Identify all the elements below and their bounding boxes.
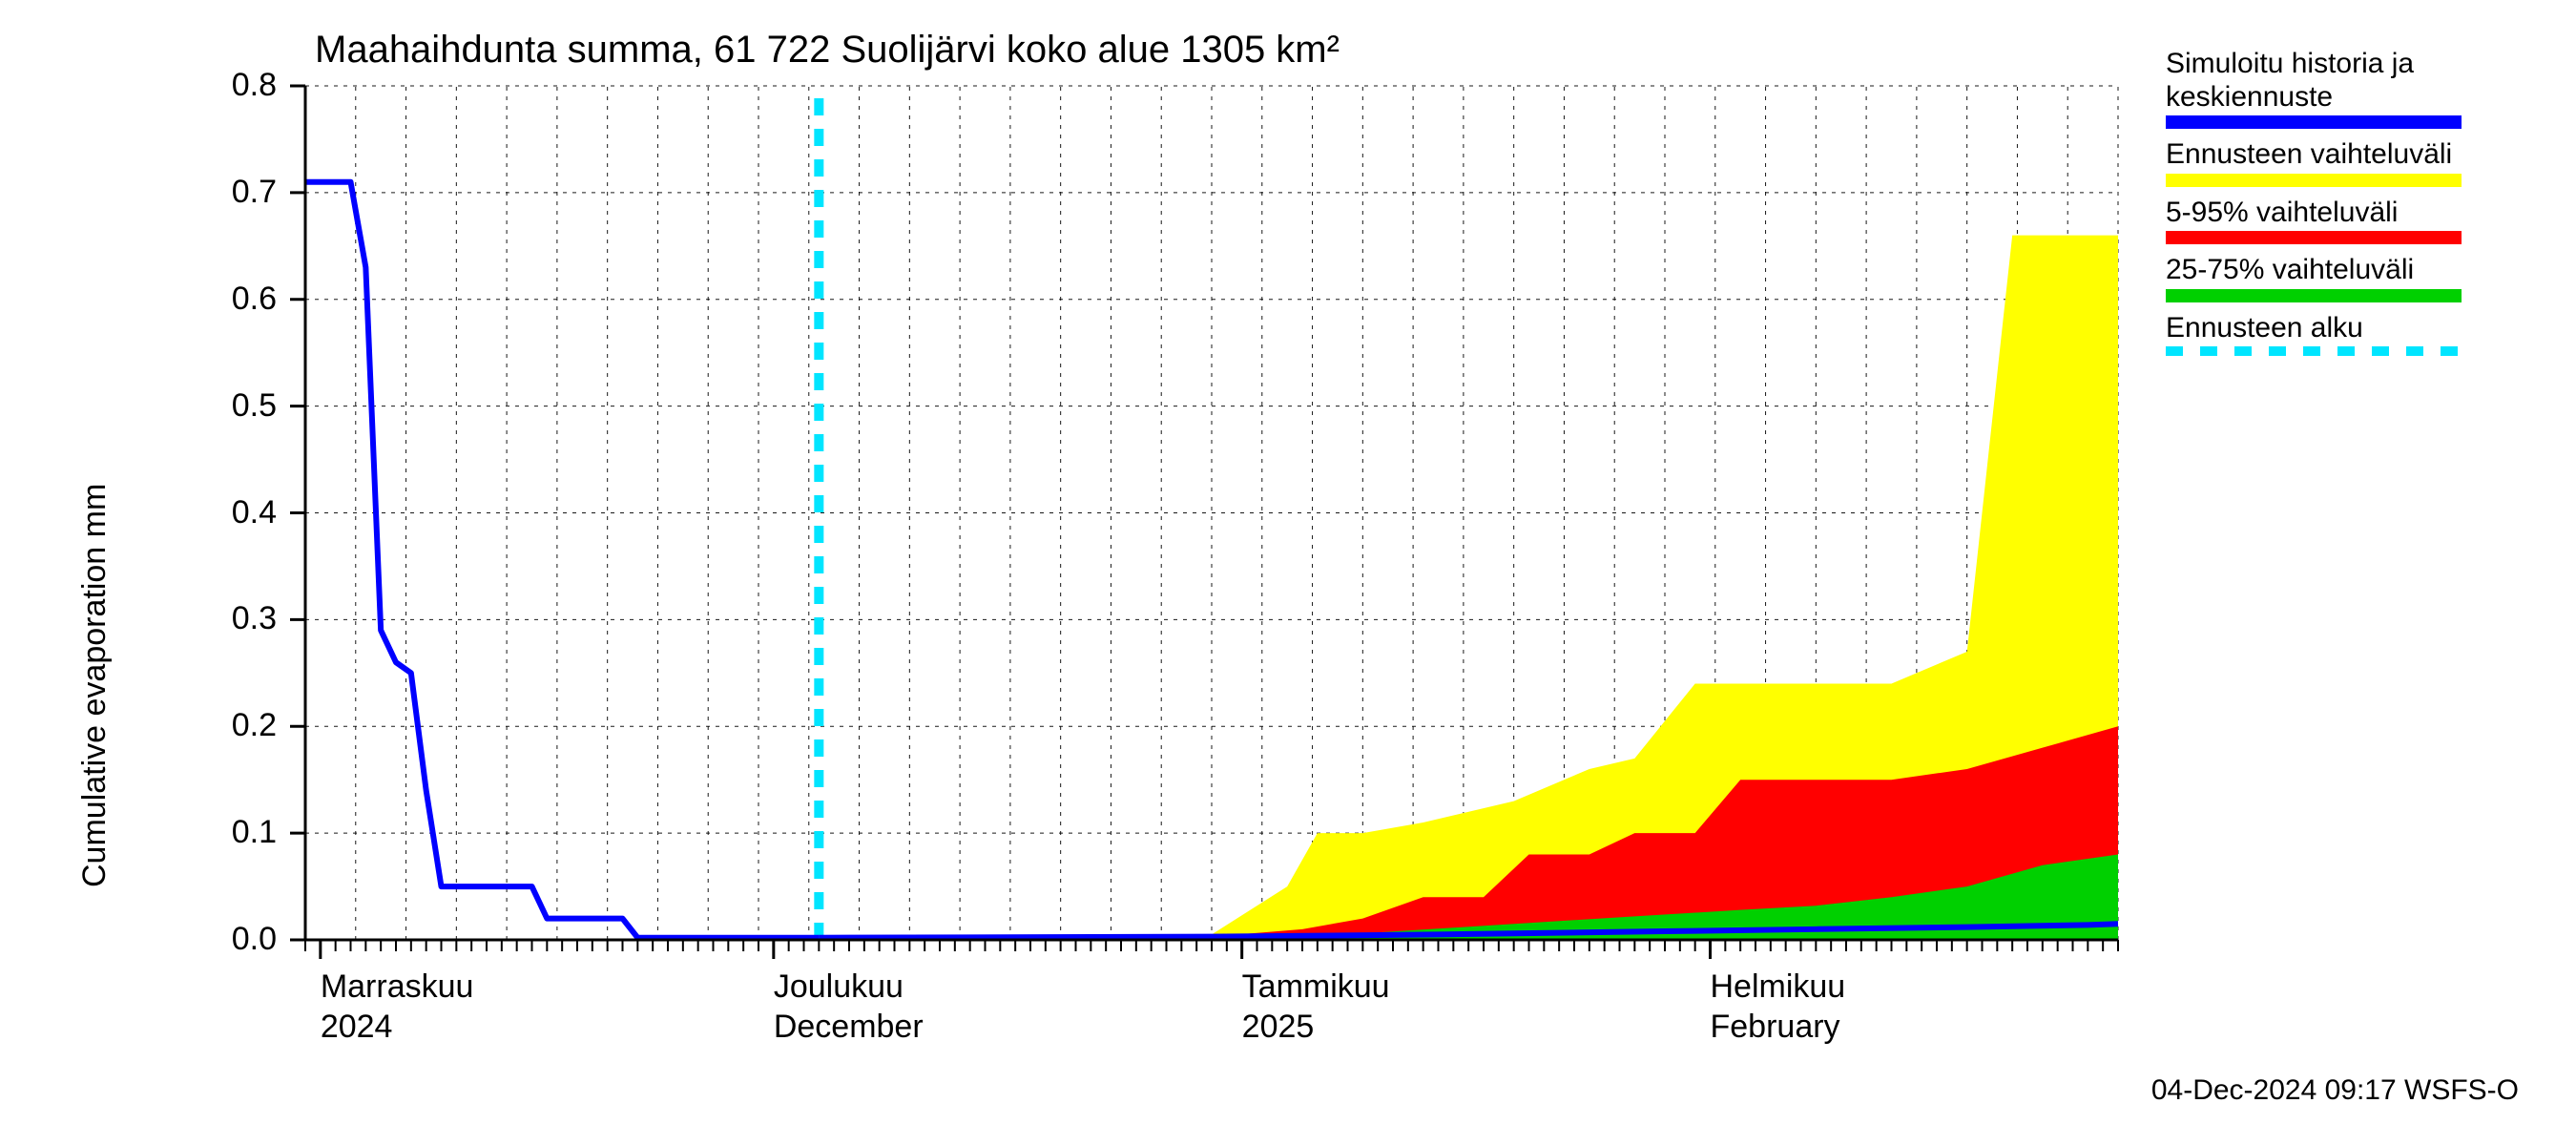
legend-label: Ennusteen alku xyxy=(2166,312,2462,345)
legend-item: Ennusteen vaihteluväli xyxy=(2166,138,2462,187)
x-tick-label: February xyxy=(1711,1009,1840,1046)
x-tick-label: Joulukuu xyxy=(774,968,904,1006)
y-axis-label: Cumulative evaporation mm xyxy=(76,484,114,887)
legend-item: Simuloitu historia jakeskiennuste xyxy=(2166,48,2462,129)
legend-label: 5-95% vaihteluväli xyxy=(2166,197,2462,230)
x-tick-label: 2025 xyxy=(1242,1009,1315,1046)
y-tick-label: 0.3 xyxy=(200,600,277,637)
x-tick-label: December xyxy=(774,1009,924,1046)
y-tick-label: 0.8 xyxy=(200,67,277,104)
x-tick-label: Helmikuu xyxy=(1711,968,1846,1006)
legend: Simuloitu historia jakeskiennuste Ennuste… xyxy=(2166,48,2462,365)
chart-container: Maahaihdunta summa, 61 722 Suolijärvi ko… xyxy=(0,0,2576,1145)
legend-label: Simuloitu historia ja xyxy=(2166,48,2462,81)
legend-swatch xyxy=(2166,115,2462,129)
chart-title: Maahaihdunta summa, 61 722 Suolijärvi ko… xyxy=(315,29,1340,72)
x-tick-label: Marraskuu xyxy=(321,968,474,1006)
legend-label: Ennusteen vaihteluväli xyxy=(2166,138,2462,172)
legend-label: 25-75% vaihteluväli xyxy=(2166,254,2462,287)
history-line xyxy=(305,182,819,938)
legend-swatch xyxy=(2166,174,2462,187)
x-tick-label: Tammikuu xyxy=(1242,968,1390,1006)
y-tick-label: 0.5 xyxy=(200,387,277,425)
y-tick-label: 0.7 xyxy=(200,174,277,211)
legend-item: Ennusteen alku xyxy=(2166,312,2462,357)
legend-swatch xyxy=(2166,346,2462,356)
x-tick-label: 2024 xyxy=(321,1009,393,1046)
legend-item: 5-95% vaihteluväli xyxy=(2166,197,2462,245)
legend-swatch xyxy=(2166,231,2462,244)
y-tick-label: 0.6 xyxy=(200,281,277,318)
y-tick-label: 0.1 xyxy=(200,814,277,851)
legend-swatch xyxy=(2166,289,2462,302)
legend-item: 25-75% vaihteluväli xyxy=(2166,254,2462,302)
plot-area xyxy=(286,67,2137,959)
legend-label: keskiennuste xyxy=(2166,81,2462,114)
y-tick-label: 0.4 xyxy=(200,494,277,531)
y-tick-label: 0.0 xyxy=(200,921,277,958)
timestamp: 04-Dec-2024 09:17 WSFS-O xyxy=(2151,1074,2519,1107)
y-tick-label: 0.2 xyxy=(200,707,277,744)
